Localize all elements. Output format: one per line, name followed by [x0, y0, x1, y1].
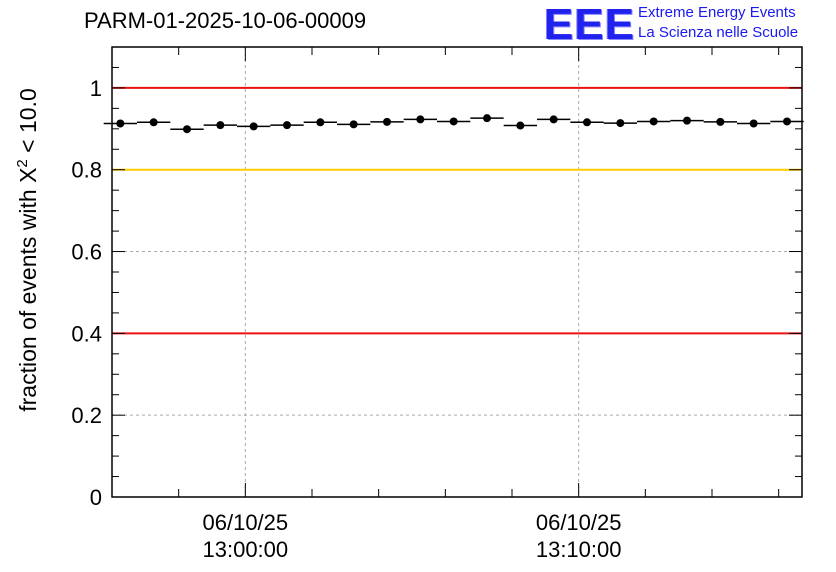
data-point [749, 119, 758, 128]
y-tick-label: 0.6 [71, 240, 102, 265]
data-point [316, 118, 325, 127]
x-tick-label-time: 13:10:00 [536, 537, 622, 562]
data-point [116, 119, 125, 128]
y-tick-label: 0 [90, 485, 102, 510]
y-tick-label: 0.8 [71, 158, 102, 183]
y-tick-label: 1 [90, 76, 102, 101]
y-axis-label-superscript: 2 [14, 159, 31, 167]
y-axis-label-symbol: X [15, 168, 41, 183]
y-axis-label: fraction of events with X2 < 10.0 [14, 88, 41, 412]
y-tick-label: 0.2 [71, 403, 102, 428]
y-tick-label: 0.4 [71, 321, 102, 346]
logo-line-1: Extreme Energy Events [638, 4, 796, 21]
data-point [383, 117, 391, 126]
x-tick-label-date: 06/10/25 [203, 510, 289, 535]
data-point [349, 120, 358, 129]
y-axis-label-prefix: fraction of events with [15, 183, 41, 412]
data-point [249, 122, 258, 131]
data-point [416, 115, 425, 124]
y-axis-label-suffix: < 10.0 [15, 88, 41, 159]
data-point [583, 118, 591, 127]
data-point [683, 116, 691, 125]
eee-logo-mark: EEE [544, 0, 636, 49]
x-tick-label-time: 13:00:00 [203, 537, 289, 562]
x-tick-label-date: 06/10/25 [536, 510, 622, 535]
data-point [216, 121, 225, 130]
data-point [183, 125, 191, 134]
data-point [616, 119, 625, 128]
eee-logo: EEE Extreme Energy Events La Scienza nel… [544, 0, 836, 49]
data-point [716, 117, 725, 126]
logo-line-2: La Scienza nelle Scuole [638, 24, 799, 41]
data-point [516, 121, 525, 130]
data-point [783, 117, 791, 126]
data-point [649, 117, 658, 126]
data-point [149, 118, 158, 127]
data-point [549, 115, 558, 124]
data-point [283, 121, 291, 130]
chart-title: PARM-01-2025-10-06-00009 [84, 8, 367, 33]
data-point [483, 114, 491, 123]
plot-frame [111, 46, 803, 498]
data-point [449, 117, 458, 126]
